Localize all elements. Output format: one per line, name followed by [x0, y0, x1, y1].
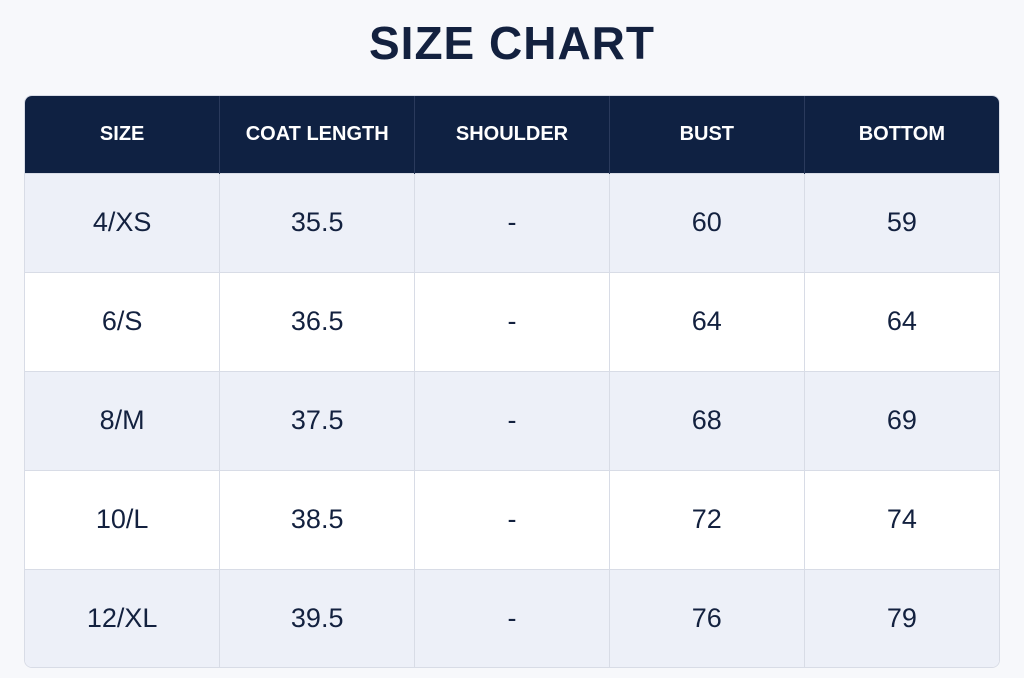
column-header: SHOULDER	[414, 96, 610, 174]
header-row: SIZE COAT LENGTH SHOULDER BUST BOTTOM	[25, 96, 999, 174]
table-cell: 39.5	[219, 568, 415, 667]
table-row: 4/XS 35.5-60 59	[25, 173, 999, 273]
table-cell: 76	[608, 568, 805, 667]
table-cell: 69	[803, 370, 999, 471]
table-row: 8/M 37.5-68 69	[25, 370, 999, 471]
table-cell: 35.5	[219, 173, 415, 273]
table-cell: 72	[608, 469, 805, 570]
table-row: 10/L 38.5-72 74	[25, 469, 999, 570]
table-cell: -	[414, 173, 610, 273]
table-row: 6/S 36.5-64 64	[25, 271, 999, 372]
table-cell: 60	[608, 173, 805, 273]
table-row: 12/XL 39.5-76 79	[25, 568, 999, 667]
table-cell: 64	[608, 271, 805, 372]
table-body: 4/XS 35.5-60 59 6/S 36.5-64 64 8/M 37.5-68 69 10/…	[25, 173, 999, 667]
column-header: SIZE	[25, 96, 220, 174]
table-cell: 4/XS	[25, 173, 220, 273]
title: SIZE CHART	[369, 17, 655, 69]
table-head: SIZE COAT LENGTH SHOULDER BUST BOTTOM	[25, 96, 999, 174]
table-cell: 59	[803, 173, 999, 273]
table-cell: 10/L	[25, 469, 220, 570]
column-header: COAT LENGTH	[219, 96, 415, 174]
column-header: BOTTOM	[803, 96, 999, 174]
table-container: SIZE COAT LENGTH SHOULDER BUST BOTTOM 4/XS 35…	[24, 95, 1000, 668]
table-cell: 37.5	[219, 370, 415, 471]
table-cell: 6/S	[25, 271, 220, 372]
table-cell: 12/XL	[25, 568, 220, 667]
table-cell: -	[414, 469, 610, 570]
size-table: SIZE COAT LENGTH SHOULDER BUST BOTTOM 4/XS 35…	[25, 96, 999, 667]
table-cell: 79	[803, 568, 999, 667]
table-cell: 64	[803, 271, 999, 372]
table-cell: 8/M	[25, 370, 220, 471]
table-cell: 36.5	[219, 271, 415, 372]
table-cell: -	[414, 271, 610, 372]
column-header: BUST	[608, 96, 805, 174]
table-cell: 38.5	[219, 469, 415, 570]
table-cell: 74	[803, 469, 999, 570]
table-cell: 68	[608, 370, 805, 471]
table-cell: -	[414, 568, 610, 667]
table-cell: -	[414, 370, 610, 471]
